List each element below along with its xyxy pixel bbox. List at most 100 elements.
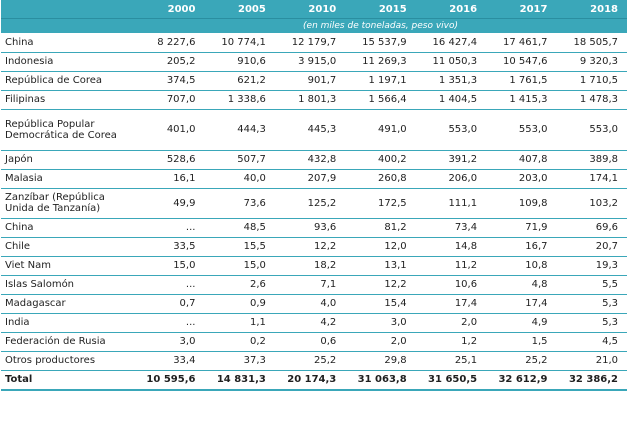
value-cell: 37,3 xyxy=(204,351,275,371)
value-cell: 205,2 xyxy=(134,52,205,72)
value-cell: 19,3 xyxy=(556,256,627,276)
value-cell: 14,8 xyxy=(415,237,487,257)
value-cell: 1 801,3 xyxy=(274,90,346,110)
value-cell: 553,0 xyxy=(486,109,557,151)
table-row: Islas Salomón... 2,6 7,1 12,2 10,6 4,8 5,5 xyxy=(1,275,627,295)
value-cell: 206,0 xyxy=(415,169,487,189)
value-cell: 5,3 xyxy=(556,313,627,333)
value-cell: 40,0 xyxy=(204,169,275,189)
value-cell: 260,8 xyxy=(345,169,416,189)
value-cell: 71,9 xyxy=(486,218,557,238)
value-cell: 12 179,7 xyxy=(274,33,346,53)
value-cell: 3 915,0 xyxy=(274,52,346,72)
table-row: Zanzíbar (República Unida de Tanzanía) 49… xyxy=(1,188,627,219)
value-cell: 4,9 xyxy=(486,313,557,333)
country-name: Otros productores xyxy=(1,351,135,371)
value-cell: 1 710,5 xyxy=(556,71,627,91)
country-name: Viet Nam xyxy=(1,256,135,276)
total-label: Total xyxy=(1,370,135,391)
table-row: República Popular Democrática de Corea 40… xyxy=(1,109,627,151)
value-cell: 15,4 xyxy=(345,294,416,314)
value-cell: 18 505,7 xyxy=(556,33,627,53)
value-cell: 18,2 xyxy=(274,256,346,276)
year-header: 2015 xyxy=(345,0,416,19)
value-cell: 4,2 xyxy=(274,313,346,333)
value-cell: 1 415,3 xyxy=(486,90,557,110)
value-cell: 73,4 xyxy=(415,218,487,238)
value-cell: 528,6 xyxy=(134,150,205,170)
value-cell: 73,6 xyxy=(204,188,275,219)
value-cell: 15,0 xyxy=(134,256,205,276)
value-cell: 401,0 xyxy=(134,109,205,151)
total-row: Total 10 595,6 14 831,3 20 174,3 31 063,8 31 … xyxy=(1,370,627,391)
header-blank-cell xyxy=(1,0,135,19)
value-cell: 16 427,4 xyxy=(415,33,487,53)
value-cell: 4,5 xyxy=(556,332,627,352)
value-cell: 0,6 xyxy=(274,332,346,352)
value-cell: 203,0 xyxy=(486,169,557,189)
value-cell: 1,1 xyxy=(204,313,275,333)
value-cell: 12,2 xyxy=(274,237,346,257)
value-cell: 11,2 xyxy=(415,256,487,276)
value-cell: 3,0 xyxy=(134,332,205,352)
value-cell: 1 404,5 xyxy=(415,90,487,110)
country-name: República de Corea xyxy=(1,71,135,91)
value-cell: 407,8 xyxy=(486,150,557,170)
value-cell: 33,5 xyxy=(134,237,205,257)
country-name: Japón xyxy=(1,150,135,170)
value-cell: 1,5 xyxy=(486,332,557,352)
table-row: Filipinas 707,0 1 338,6 1 801,3 1 566,4 1 404… xyxy=(1,90,627,110)
table-row: Chile 33,5 15,5 12,2 12,0 14,8 16,7 20,7 xyxy=(1,237,627,257)
year-header: 2010 xyxy=(274,0,346,19)
value-cell: 15 537,9 xyxy=(345,33,416,53)
country-name: Islas Salomón xyxy=(1,275,135,295)
value-cell: 2,6 xyxy=(204,275,275,295)
value-cell: 0,7 xyxy=(134,294,205,314)
table-body: China 8 227,6 10 774,1 12 179,7 15 537,9 16 4… xyxy=(1,33,627,391)
value-cell: 1 566,4 xyxy=(345,90,416,110)
value-cell: 1 338,6 xyxy=(204,90,275,110)
value-cell: 1 761,5 xyxy=(486,71,557,91)
value-cell: 12,0 xyxy=(345,237,416,257)
table-row: República de Corea 374,5 621,2 901,7 1 197,1… xyxy=(1,71,627,91)
value-cell: 400,2 xyxy=(345,150,416,170)
value-cell: 16,7 xyxy=(486,237,557,257)
country-name: Federación de Rusia xyxy=(1,332,135,352)
value-cell: 12,2 xyxy=(345,275,416,295)
table-row: China 8 227,6 10 774,1 12 179,7 15 537,9 16 4… xyxy=(1,33,627,53)
value-cell: 707,0 xyxy=(134,90,205,110)
value-cell: 9 320,3 xyxy=(556,52,627,72)
year-header: 2016 xyxy=(415,0,487,19)
value-cell: 11 050,3 xyxy=(415,52,487,72)
table-row: Japón 528,6 507,7 432,8 400,2 391,2 407,8 389,8 xyxy=(1,150,627,170)
value-cell: 17 461,7 xyxy=(486,33,557,53)
value-cell: 21,0 xyxy=(556,351,627,371)
value-cell: 29,8 xyxy=(345,351,416,371)
table-row: Indonesia 205,2 910,6 3 915,0 11 269,3 11 050… xyxy=(1,52,627,72)
value-cell: 901,7 xyxy=(274,71,346,91)
country-name: China xyxy=(1,218,135,238)
value-cell: 0,2 xyxy=(204,332,275,352)
country-name: República Popular Democrática de Corea xyxy=(1,109,135,151)
value-cell: 491,0 xyxy=(345,109,416,151)
value-cell: 5,5 xyxy=(556,275,627,295)
value-cell: 207,9 xyxy=(274,169,346,189)
country-name: China xyxy=(1,33,135,53)
value-cell: ... xyxy=(134,275,205,295)
value-cell: 49,9 xyxy=(134,188,205,219)
value-cell: 432,8 xyxy=(274,150,346,170)
value-cell: 16,1 xyxy=(134,169,205,189)
value-cell: 1 197,1 xyxy=(345,71,416,91)
country-name: India xyxy=(1,313,135,333)
country-name: Madagascar xyxy=(1,294,135,314)
value-cell: 25,1 xyxy=(415,351,487,371)
total-value: 20 174,3 xyxy=(274,370,346,391)
table-row: Otros productores 33,4 37,3 25,2 29,8 25,1 25,… xyxy=(1,351,627,371)
table-row: Federación de Rusia 3,0 0,2 0,6 2,0 1,2 1,5 4,5 xyxy=(1,332,627,352)
total-value: 31 063,8 xyxy=(345,370,416,391)
value-cell: 507,7 xyxy=(204,150,275,170)
table-row: India... 1,1 4,2 3,0 2,0 4,9 5,3 xyxy=(1,313,627,333)
value-cell: 10,8 xyxy=(486,256,557,276)
value-cell: 5,3 xyxy=(556,294,627,314)
value-cell: 48,5 xyxy=(204,218,275,238)
